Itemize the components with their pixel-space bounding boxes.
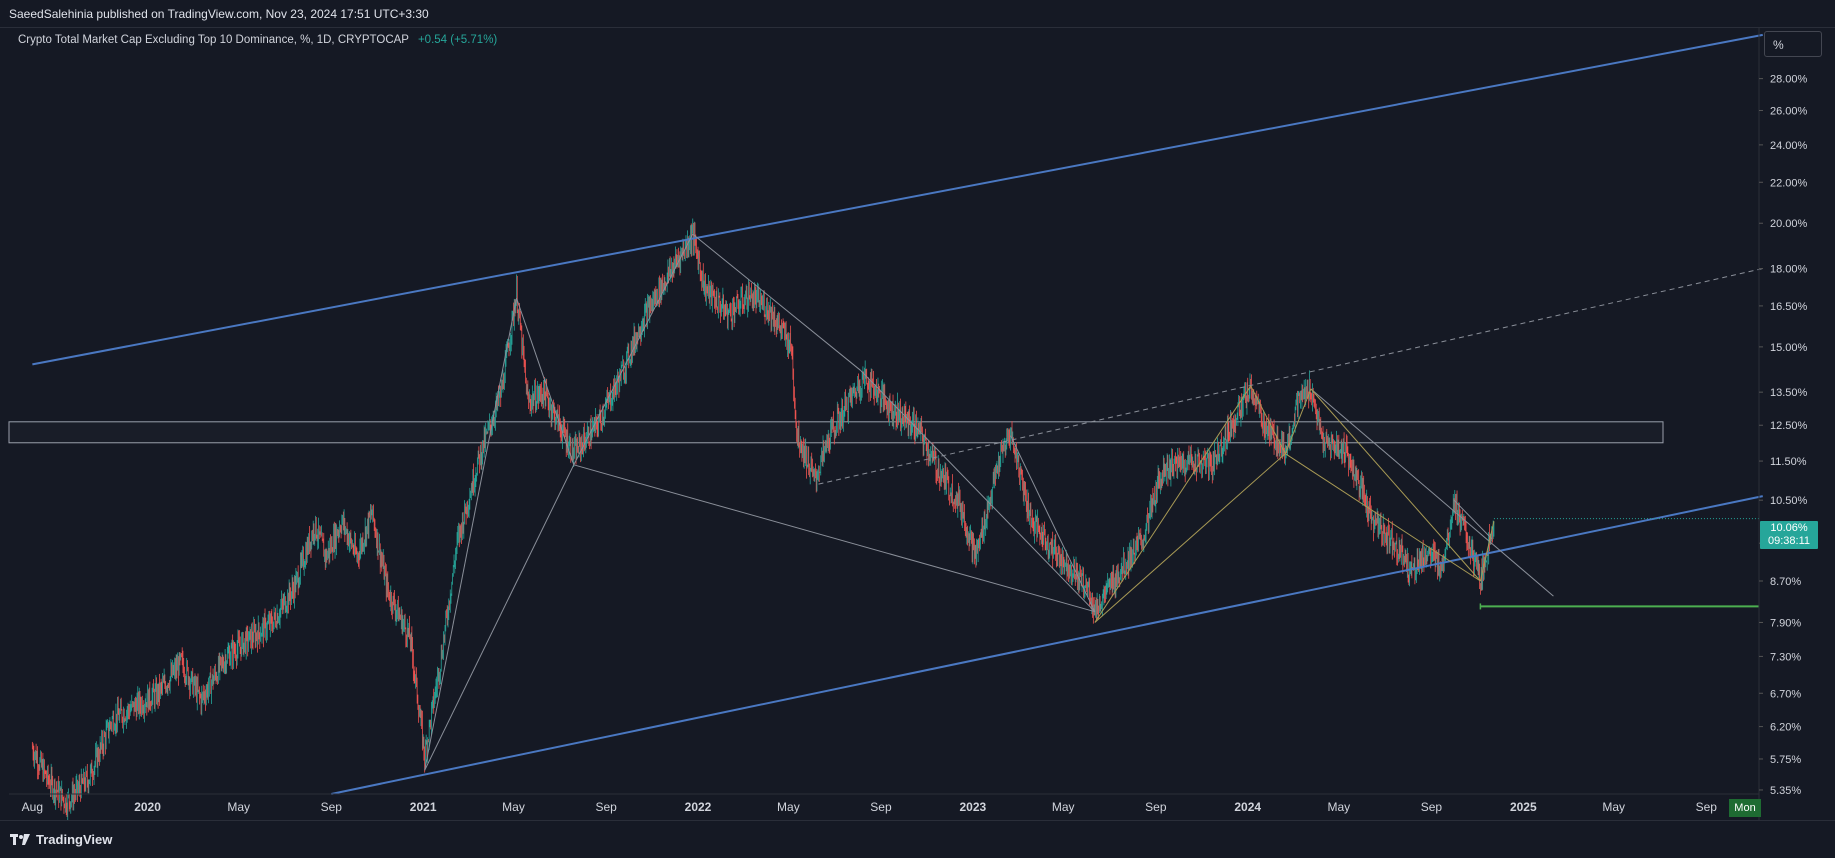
time-tick-label: 2023 bbox=[960, 800, 987, 814]
trend-line bbox=[1453, 499, 1493, 540]
price-tick-label: 15.00% bbox=[1770, 342, 1808, 354]
unit-toggle-button[interactable]: % bbox=[1764, 31, 1822, 57]
time-tick-label: 2021 bbox=[410, 800, 437, 814]
time-tick-label: 2025 bbox=[1510, 800, 1537, 814]
symbol-change: +0.54 (+5.71%) bbox=[417, 34, 498, 46]
price-tick-label: 18.00% bbox=[1770, 264, 1808, 276]
trend-line bbox=[1010, 435, 1096, 612]
time-tick-label: Sep bbox=[321, 800, 343, 814]
tradingview-logo[interactable]: TradingView bbox=[10, 832, 112, 847]
time-tick-label: May bbox=[1602, 800, 1625, 814]
harmonic-line bbox=[1310, 388, 1481, 582]
harmonic-line bbox=[1250, 385, 1286, 454]
harmonic-line bbox=[1094, 453, 1286, 623]
trend-line bbox=[424, 298, 518, 771]
symbol-legend: Crypto Total Market Cap Excluding Top 10… bbox=[18, 34, 497, 46]
trend-line bbox=[573, 464, 1095, 613]
trend-line bbox=[424, 464, 575, 771]
trend-line bbox=[692, 233, 861, 371]
resistance-zone-rect bbox=[8, 421, 1664, 444]
symbol-name: Crypto Total Market Cap Excluding Top 10… bbox=[18, 34, 409, 46]
time-tick-label: 2022 bbox=[685, 800, 712, 814]
publish-header: SaeedSalehinia published on TradingView.… bbox=[0, 0, 1835, 28]
time-tick-label: May bbox=[1327, 800, 1350, 814]
time-tick-label: 2024 bbox=[1234, 800, 1261, 814]
channel-lower-line bbox=[331, 495, 1763, 795]
trend-line bbox=[860, 370, 1096, 613]
candles-series bbox=[31, 218, 1495, 823]
drawings-layer bbox=[32, 33, 1763, 795]
time-tick-label: May bbox=[502, 800, 525, 814]
price-tick-label: 11.50% bbox=[1770, 456, 1807, 468]
price-tick-label: 5.35% bbox=[1770, 785, 1801, 797]
last-price-tag: 10.06% 09:38:11 bbox=[1760, 521, 1818, 549]
harmonic-line bbox=[1285, 453, 1481, 582]
price-tick-label: 26.00% bbox=[1770, 105, 1808, 117]
price-tick-label: 5.75% bbox=[1770, 754, 1801, 766]
price-tick-label: 6.20% bbox=[1770, 722, 1801, 734]
resistance-zone bbox=[8, 421, 1664, 444]
time-tick-label: Sep bbox=[595, 800, 617, 814]
time-tick-label: Sep bbox=[1421, 800, 1443, 814]
price-tick-label: 7.90% bbox=[1770, 617, 1801, 629]
harmonic-line bbox=[1479, 521, 1495, 582]
price-tick-label: 10.50% bbox=[1770, 495, 1808, 507]
price-tick-label: 24.00% bbox=[1770, 140, 1808, 152]
last-price-value: 10.06% bbox=[1770, 522, 1808, 534]
price-tick-label: 22.00% bbox=[1770, 177, 1808, 189]
price-tick-label: 13.50% bbox=[1770, 387, 1808, 399]
time-axis: Aug 2020 May Sep 2021 May Sep 2022 May Sep 2023 May… bbox=[9, 793, 1759, 814]
price-tick-label: 20.00% bbox=[1770, 218, 1808, 230]
price-tick-label: 6.70% bbox=[1770, 688, 1801, 700]
harmonic-line bbox=[1094, 385, 1252, 623]
time-tick-label: May bbox=[227, 800, 250, 814]
crosshair-day-label: Mon bbox=[1729, 799, 1761, 817]
time-tick-label: May bbox=[1052, 800, 1075, 814]
time-tick-label: Sep bbox=[870, 800, 892, 814]
price-tick-label: 7.30% bbox=[1770, 651, 1801, 663]
price-tick-label: 16.50% bbox=[1770, 301, 1808, 313]
trend-line bbox=[1310, 388, 1554, 597]
trend-line bbox=[516, 298, 575, 465]
footer-bar: TradingView bbox=[0, 820, 1835, 858]
time-tick-label: 2020 bbox=[134, 800, 161, 814]
publish-text: SaeedSalehinia published on TradingView.… bbox=[9, 7, 429, 21]
harmonic-line bbox=[1284, 388, 1312, 454]
tradingview-logo-icon bbox=[10, 833, 30, 845]
time-tick-label: Sep bbox=[1145, 800, 1167, 814]
price-tick-label: 8.70% bbox=[1770, 576, 1801, 588]
price-tick-label: 28.00% bbox=[1770, 74, 1808, 86]
price-tick-label: 12.50% bbox=[1770, 420, 1808, 432]
price-axis: 28.00% 26.00% 24.00% 22.00% 20.00% 18.00% 16.5… bbox=[1758, 28, 1808, 820]
time-tick-label: May bbox=[777, 800, 800, 814]
time-tick-label: Aug bbox=[22, 800, 43, 814]
channel-upper-line bbox=[32, 33, 1763, 366]
brand-name: TradingView bbox=[36, 832, 113, 847]
dashed-midline bbox=[818, 268, 1763, 485]
trend-line bbox=[573, 233, 694, 466]
time-tick-label: Sep bbox=[1696, 800, 1718, 814]
bar-countdown: 09:38:11 bbox=[1767, 535, 1810, 547]
